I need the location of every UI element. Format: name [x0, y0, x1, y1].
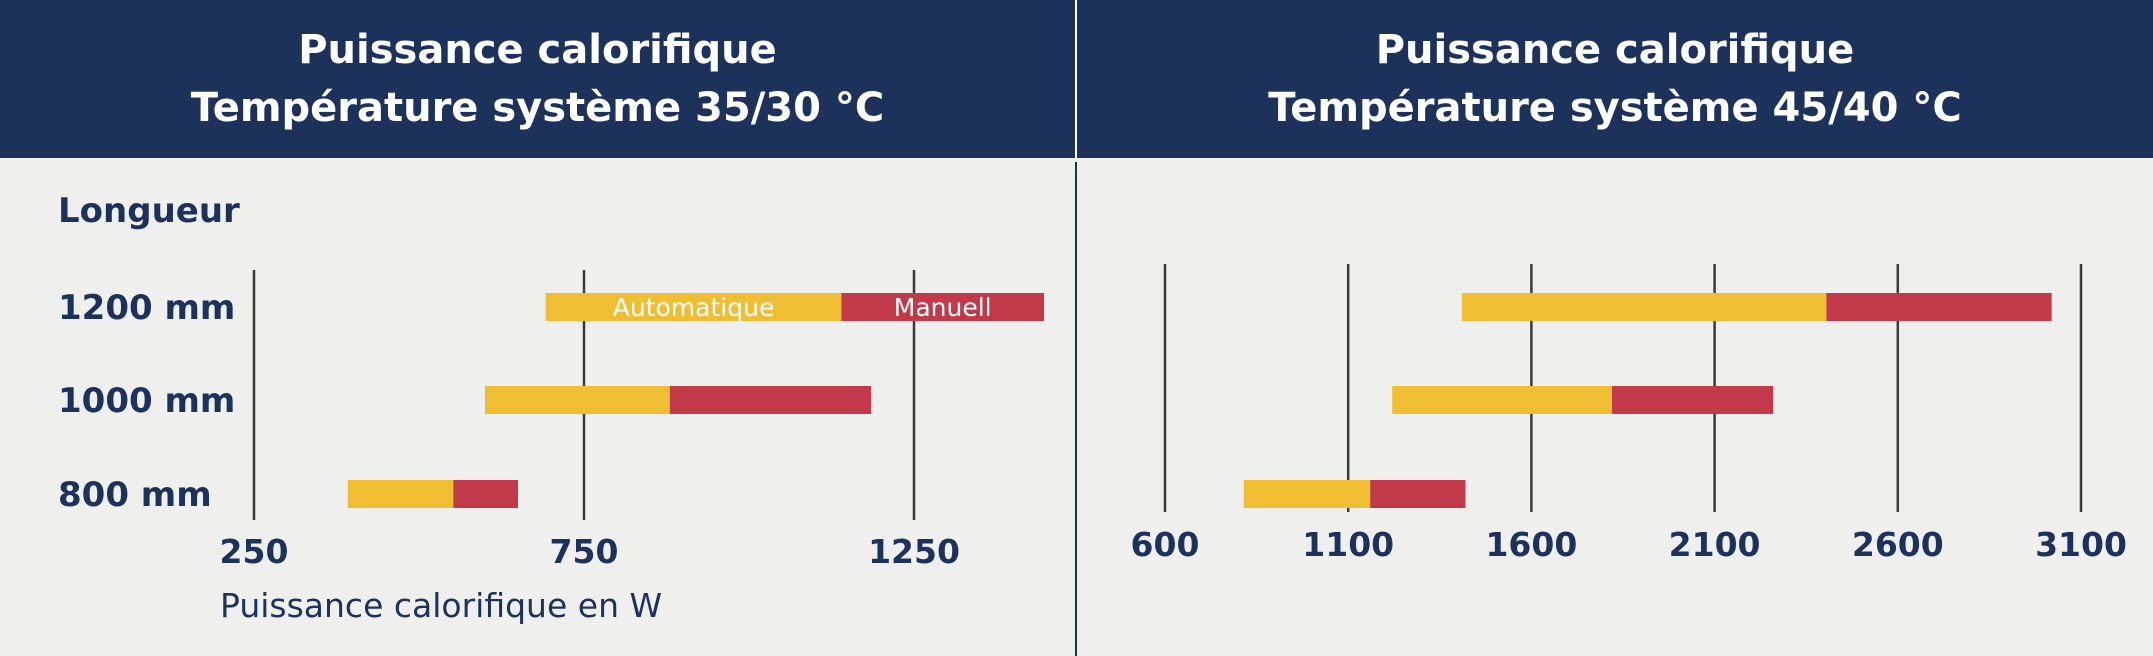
row-label-3: 800 mm — [58, 475, 212, 515]
x-tick-label-2-3: 1600 — [1485, 525, 1577, 564]
legend-label-manuell: Manuell — [894, 293, 992, 322]
panel-divider — [1075, 162, 1077, 656]
bar-2-auto-3 — [1243, 480, 1371, 508]
bar-1-auto-2 — [485, 386, 670, 414]
bar-1-manual-1 — [841, 293, 1045, 321]
x-tick-label-2-1: 600 — [1131, 525, 1200, 564]
bar-2-manual-3 — [1370, 480, 1466, 508]
x-axis-label-1: Puissance calorifique en W — [220, 586, 662, 625]
right-title-line2: Température système 45/40 °C — [1268, 85, 1962, 131]
bar-2-manual-2 — [1612, 386, 1774, 414]
left-title-line1: Puissance calorifique — [298, 27, 777, 73]
row-label-1: 1200 mm — [58, 288, 235, 328]
left-panel-header: Puissance calorifique Température systèm… — [0, 0, 1075, 158]
x-tick-label-1-2: 750 — [550, 532, 619, 571]
bar-1-auto-3 — [347, 480, 454, 508]
bar-2-auto-2 — [1392, 386, 1613, 414]
x-tick-label-2-5: 2600 — [1852, 525, 1944, 564]
bar-1-manual-2 — [669, 386, 872, 414]
x-tick-label-1-3: 1250 — [868, 532, 960, 571]
left-title-line2: Température système 35/30 °C — [190, 85, 885, 131]
row-header-label: Longueur — [58, 191, 240, 231]
header-divider — [1075, 0, 1077, 158]
row-label-2: 1000 mm — [58, 381, 235, 421]
right-title-line1: Puissance calorifique — [1375, 27, 1855, 73]
bar-1-auto-1 — [545, 293, 842, 321]
x-tick-label-2-4: 2100 — [1669, 525, 1761, 564]
bar-2-auto-1 — [1461, 293, 1827, 321]
legend-label-automatique: Automatique — [613, 293, 775, 322]
bar-1-manual-3 — [453, 480, 518, 508]
right-panel-header: Puissance calorifique Température systèm… — [1077, 0, 2153, 158]
x-tick-label-2-6: 3100 — [2035, 525, 2127, 564]
x-tick-label-1-1: 250 — [220, 532, 289, 571]
bar-2-manual-1 — [1826, 293, 2052, 321]
x-tick-label-2-2: 1100 — [1302, 525, 1394, 564]
